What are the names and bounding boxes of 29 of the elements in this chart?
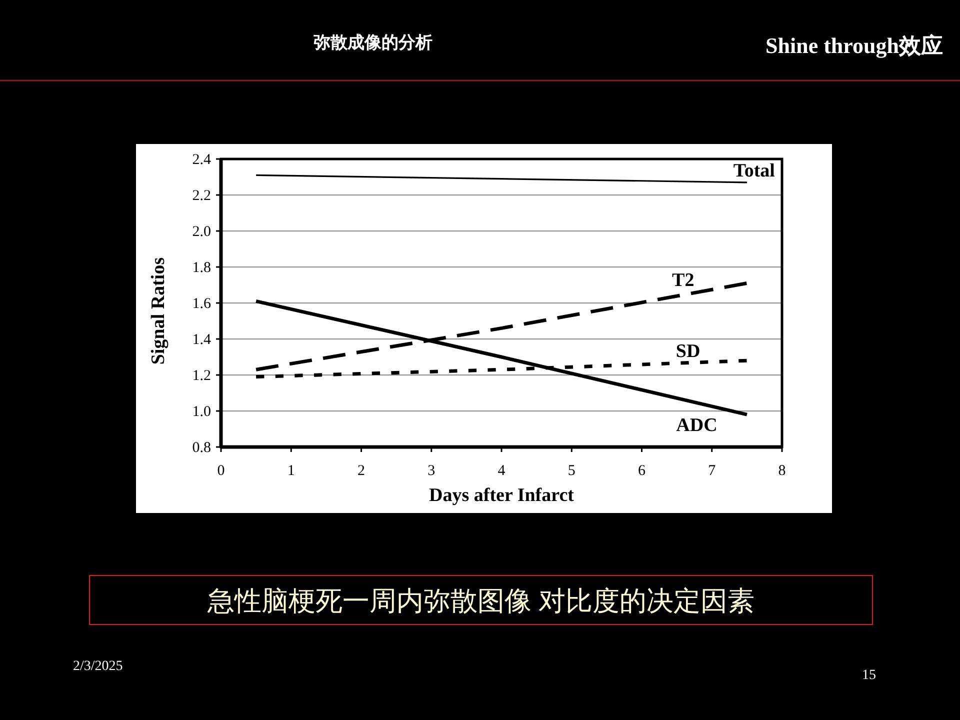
x-tick-label: 4 <box>498 463 506 479</box>
y-tick-label: 1.0 <box>192 404 211 420</box>
x-axis-title: Days after Infarct <box>429 485 575 506</box>
x-tick-label: 8 <box>778 463 786 479</box>
x-tick-label: 3 <box>428 463 436 479</box>
text: 15 <box>862 668 876 683</box>
y-tick-label: 1.6 <box>192 296 212 312</box>
y-tick-label: 2.2 <box>192 188 211 204</box>
series-label: ADC <box>676 415 718 436</box>
y-tick-label: 1.8 <box>192 260 211 276</box>
text: 急性脑梗死一周内弥散图像 对比度的决定因素 <box>206 586 754 616</box>
x-tick-label: 0 <box>217 463 225 479</box>
text: Shine through效应 <box>766 33 943 58</box>
y-tick-label: 2.0 <box>192 224 211 240</box>
text: 2/3/2025 <box>73 659 123 674</box>
series-label: SD <box>676 340 700 362</box>
y-tick-label: 1.4 <box>192 332 212 348</box>
y-tick-label: 1.2 <box>192 368 211 384</box>
x-tick-label: 7 <box>708 463 716 479</box>
x-tick-label: 6 <box>638 463 646 479</box>
y-tick-label: 2.4 <box>192 152 212 168</box>
x-tick-label: 1 <box>287 463 295 479</box>
series-label: Total <box>733 160 775 182</box>
y-tick-label: 0.8 <box>192 440 211 456</box>
series-label: T2 <box>672 270 694 291</box>
x-tick-label: 2 <box>358 463 365 479</box>
x-tick-label: 5 <box>568 463 576 479</box>
chart-subtitle: 弥散成像的分析 <box>314 33 432 52</box>
y-axis-title: Signal Ratios <box>148 257 169 365</box>
